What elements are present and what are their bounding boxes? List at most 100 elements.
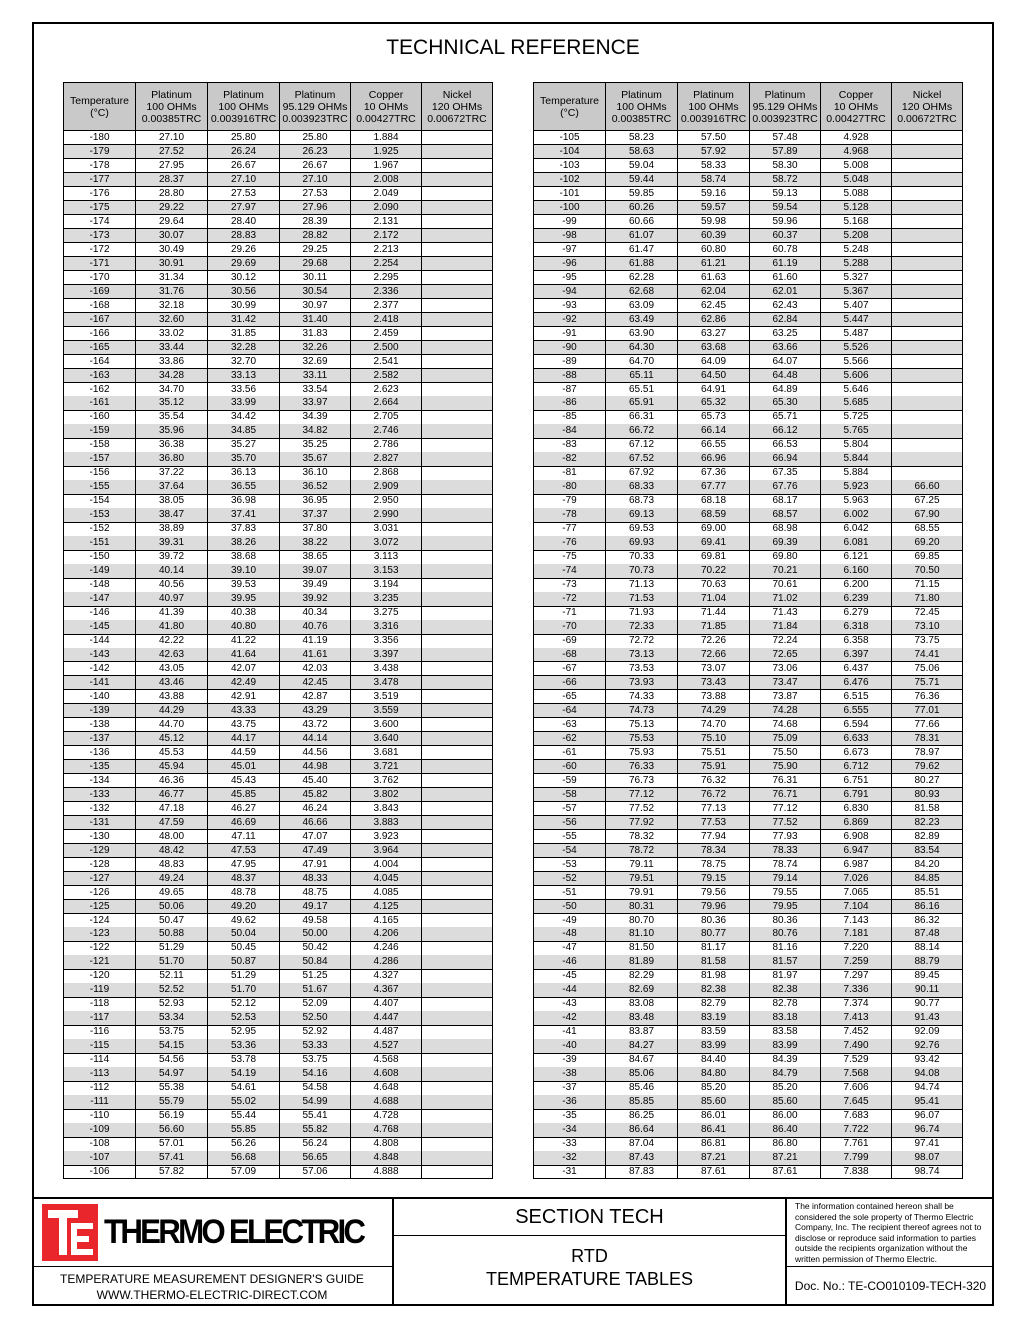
table-cell: 59.13	[750, 186, 821, 202]
table-cell: 3.113	[351, 550, 422, 565]
table-cell	[422, 144, 493, 160]
table-cell: 48.37	[208, 871, 280, 887]
table-cell	[422, 200, 493, 216]
header-text: 0.003916TRC	[210, 112, 277, 125]
table-cell: 80.93	[892, 787, 963, 803]
table-cell: 79.62	[892, 759, 963, 775]
table-cell: 88.14	[892, 941, 963, 956]
table-cell: 3.397	[351, 648, 422, 663]
table-cell: 40.34	[280, 606, 351, 621]
table-cell: 6.869	[821, 815, 892, 831]
table-cell: 69.41	[678, 536, 750, 551]
table-cell: 43.88	[136, 689, 208, 705]
table-cell	[892, 396, 963, 411]
table-cell: 25.80	[208, 131, 280, 146]
table-cell: -110	[64, 1109, 136, 1124]
table-cell: 37.83	[208, 522, 280, 537]
table-cell: 29.25	[280, 242, 351, 258]
table-cell: 6.908	[821, 829, 892, 845]
table-cell	[892, 466, 963, 481]
table-cell: 43.05	[136, 661, 208, 677]
table-cell: 68.98	[750, 522, 821, 537]
table-cell: -178	[64, 158, 136, 174]
table-cell	[422, 871, 493, 887]
table-cell: 7.259	[821, 955, 892, 970]
table-cell: 38.89	[136, 522, 208, 537]
table-cell: 86.41	[678, 1123, 750, 1138]
table-cell: 30.56	[208, 284, 280, 300]
table-cell: 35.96	[136, 424, 208, 439]
table-cell: 31.76	[136, 284, 208, 300]
table-cell: 64.48	[750, 368, 821, 383]
table-cell: 6.081	[821, 536, 892, 551]
table-cell: 68.33	[606, 480, 678, 495]
table-cell: -164	[64, 354, 136, 370]
table-cell: -99	[534, 214, 606, 230]
table-cell: 79.95	[750, 899, 821, 914]
table-cell: 2.623	[351, 382, 422, 397]
table-cell: 45.43	[208, 773, 280, 789]
table-cell: 59.04	[606, 158, 678, 174]
table-cell: 2.990	[351, 508, 422, 523]
table-cell	[892, 270, 963, 286]
table-cell: 61.63	[678, 270, 750, 286]
table-cell: 3.883	[351, 815, 422, 831]
table-cell: 69.81	[678, 550, 750, 565]
table-cell: 5.804	[821, 438, 892, 453]
table-cell: 32.28	[208, 340, 280, 356]
table-cell: 51.70	[136, 955, 208, 970]
table-cell: 47.07	[280, 829, 351, 845]
header-text: 0.00385TRC	[611, 112, 672, 125]
table-cell: -146	[64, 606, 136, 621]
table-cell: -106	[64, 1165, 136, 1180]
table-cell: 46.69	[208, 815, 280, 831]
table-cell: 44.70	[136, 717, 208, 733]
table-cell: 58.63	[606, 144, 678, 160]
table-cell: 30.12	[208, 270, 280, 286]
table-cell: -71	[534, 606, 606, 621]
page-border	[32, 22, 994, 1306]
table-cell	[892, 438, 963, 453]
table-cell: -31	[534, 1165, 606, 1180]
table-cell: 98.07	[892, 1151, 963, 1166]
table-cell: 43.72	[280, 717, 351, 733]
table-cell: 85.51	[892, 885, 963, 901]
table-cell: -92	[534, 312, 606, 328]
table-cell: 83.58	[750, 1025, 821, 1040]
table-cell: 29.68	[280, 256, 351, 272]
table-cell: 6.633	[821, 731, 892, 747]
table-cell: 5.248	[821, 242, 892, 258]
table-cell: 70.73	[606, 564, 678, 579]
table-cell: 26.67	[208, 158, 280, 174]
table-cell: -140	[64, 689, 136, 705]
table-cell: 40.80	[208, 620, 280, 635]
table-cell: 43.75	[208, 717, 280, 733]
table-cell	[892, 144, 963, 160]
table-cell: -116	[64, 1025, 136, 1040]
table-cell: 71.43	[750, 606, 821, 621]
table-cell: 63.27	[678, 326, 750, 342]
table-cell: 79.55	[750, 885, 821, 901]
table-cell: 42.22	[136, 634, 208, 649]
table-cell: 7.645	[821, 1095, 892, 1110]
table-cell: -50	[534, 899, 606, 914]
header-text: Platinum	[223, 88, 264, 101]
table-cell: 63.90	[606, 326, 678, 342]
table-cell: 5.923	[821, 480, 892, 495]
footer-line	[32, 1266, 394, 1267]
table-cell: 79.56	[678, 885, 750, 901]
table-cell: 5.884	[821, 466, 892, 481]
table-cell: 60.37	[750, 228, 821, 244]
table-cell: 84.20	[892, 857, 963, 873]
header-cell: Platinum 95.129 OHMs 0.003923TRC	[750, 83, 821, 131]
table-cell: 2.090	[351, 200, 422, 216]
table-cell: 5.487	[821, 326, 892, 342]
table-cell: 44.29	[136, 703, 208, 719]
table-cell: 80.77	[678, 927, 750, 942]
table-cell: -105	[534, 131, 606, 146]
table-cell: 4.568	[351, 1053, 422, 1068]
table-cell	[892, 298, 963, 314]
table-cell: 3.194	[351, 578, 422, 593]
table-cell: 62.86	[678, 312, 750, 328]
table-cell: 5.088	[821, 186, 892, 202]
